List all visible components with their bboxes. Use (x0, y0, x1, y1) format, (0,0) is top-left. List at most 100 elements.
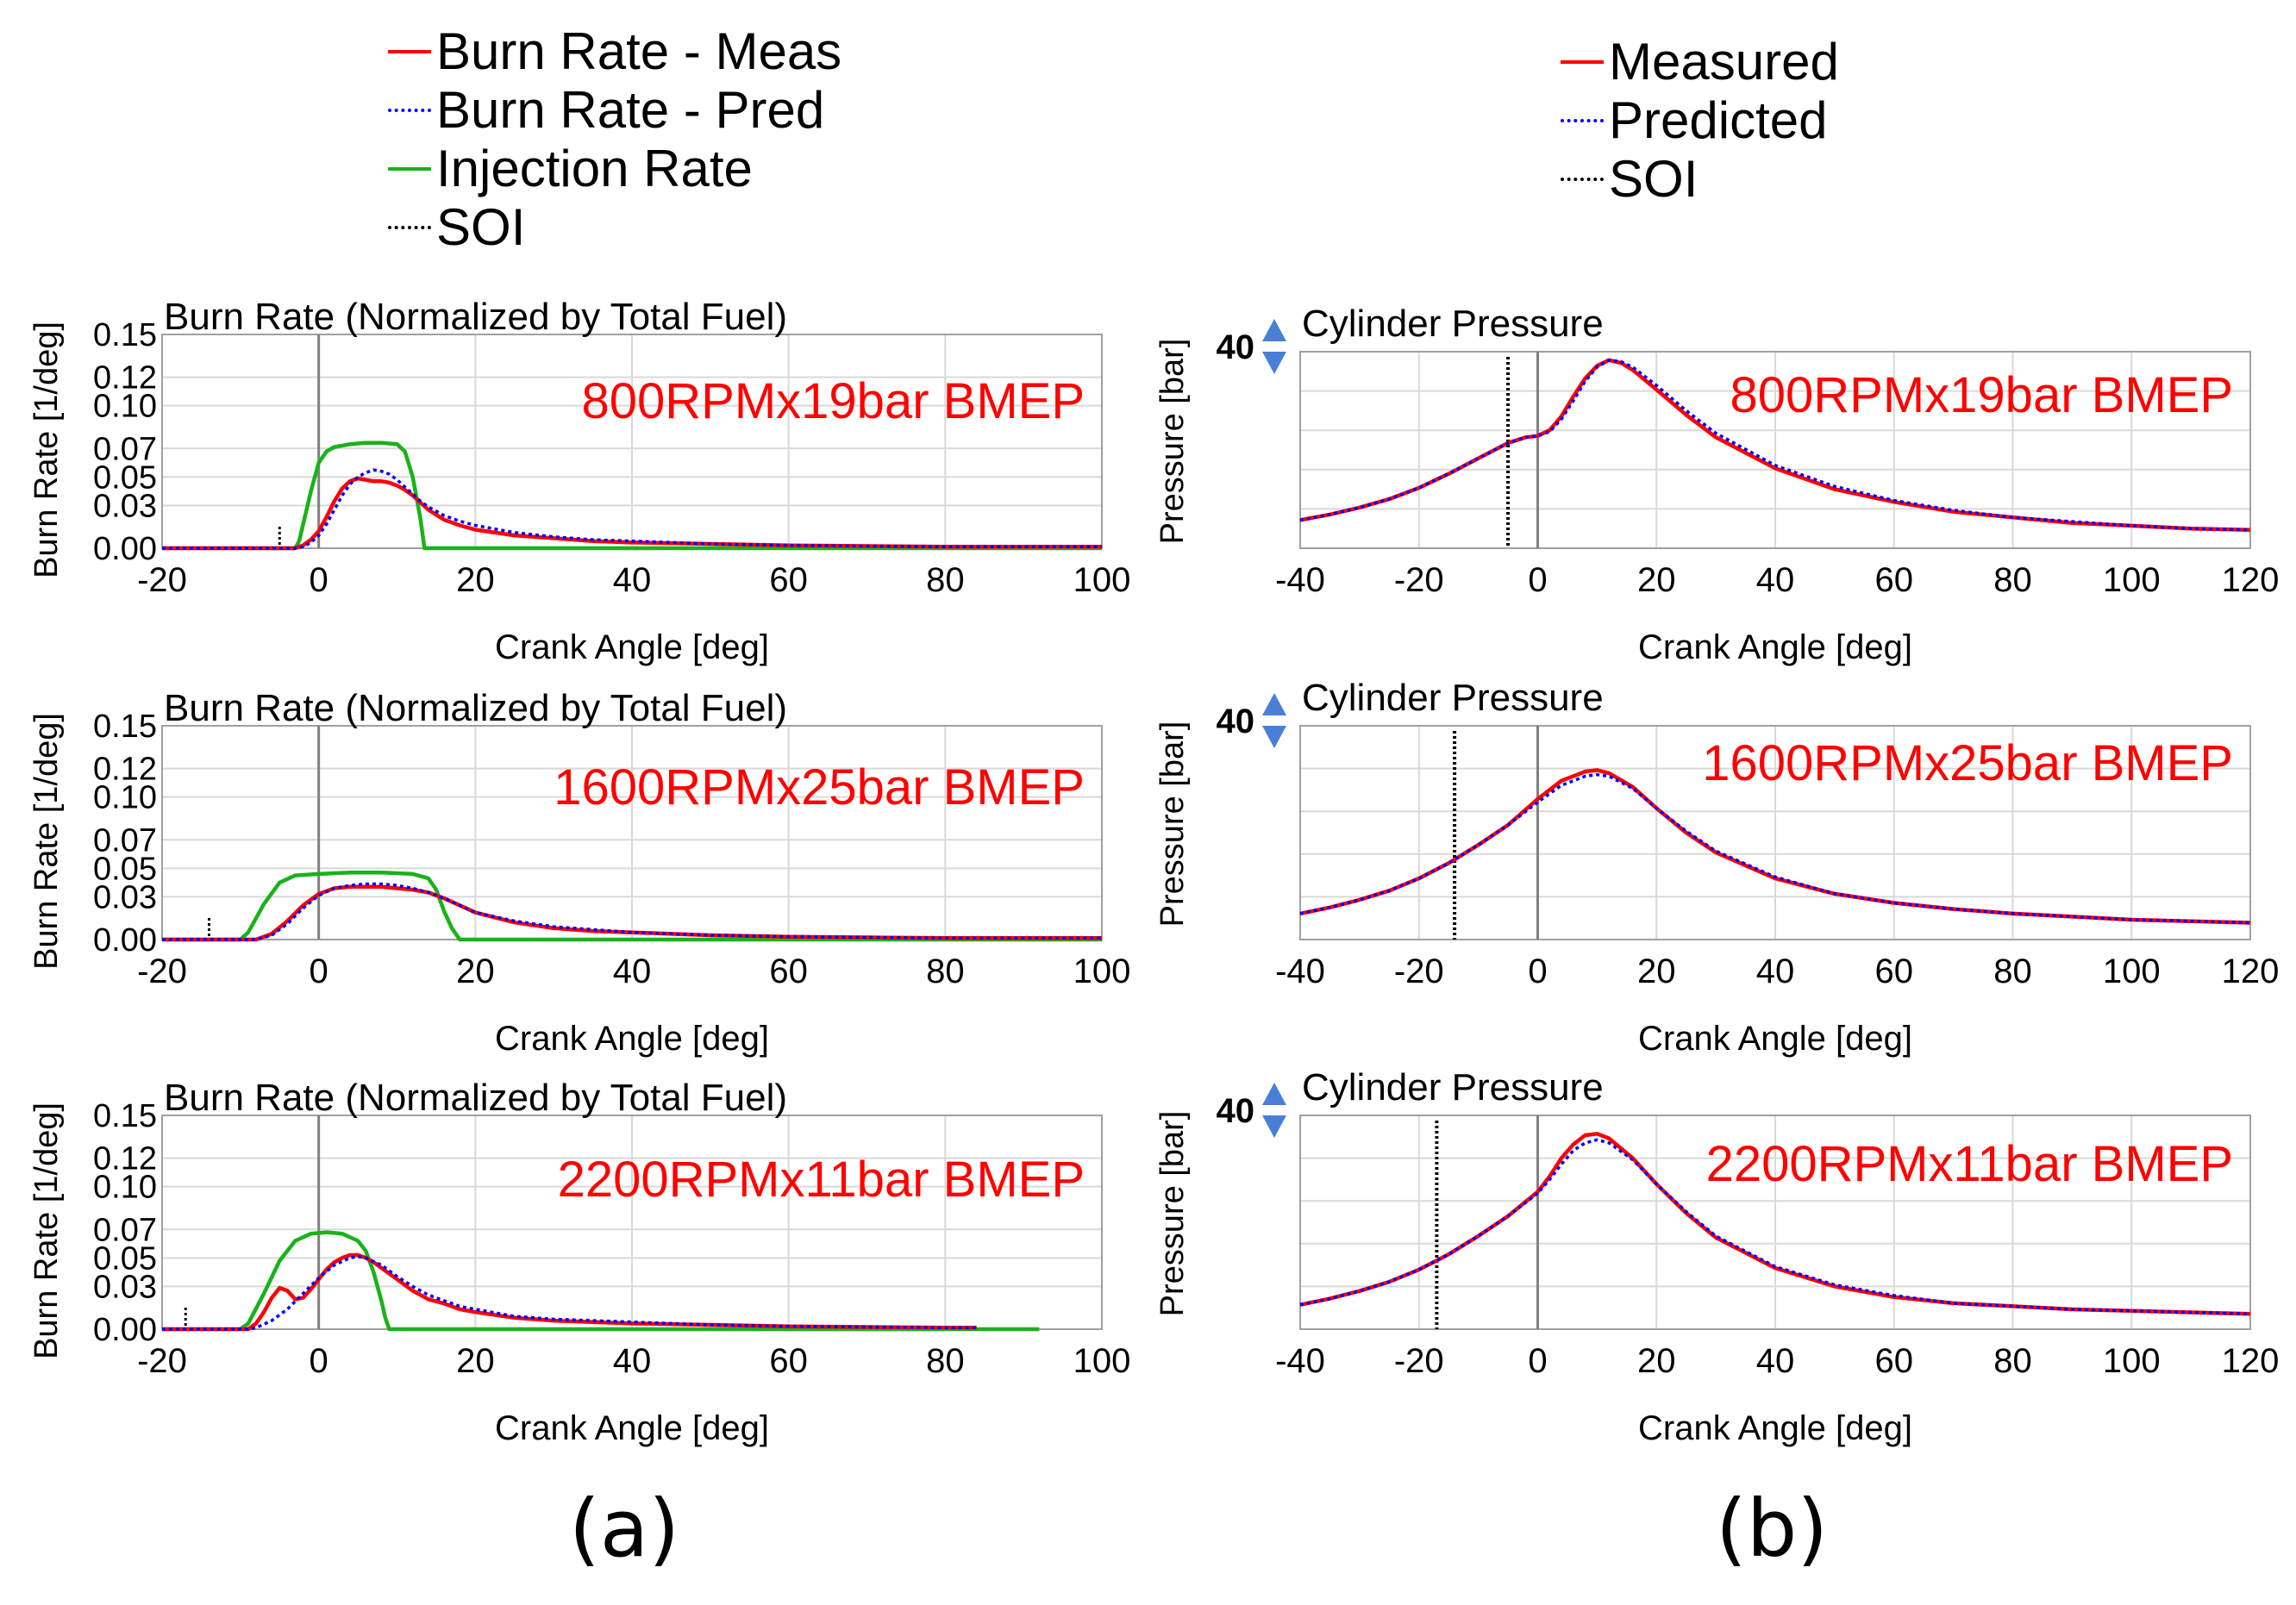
x-tick-label: 40 (613, 1342, 652, 1380)
chart-title: Cylinder Pressure (1302, 303, 1604, 345)
x-tick-label: 100 (2103, 1342, 2161, 1380)
x-tick-label: -20 (1394, 561, 1444, 599)
legend-entry: SOI (388, 198, 841, 257)
x-tick-label: 80 (1993, 952, 2032, 990)
x-tick-label: 100 (1073, 1342, 1131, 1380)
case-label: 800RPMx19bar BMEP (1730, 367, 2233, 423)
legend-swatch (1561, 119, 1604, 122)
legend-label: SOI (436, 198, 526, 256)
y-tick-label: 0.10 (93, 1170, 157, 1206)
y-tick-label: 0.15 (93, 317, 157, 353)
chart-title: Burn Rate (Normalized by Total Fuel) (164, 296, 787, 338)
x-tick-label: 40 (613, 952, 652, 990)
x-tick-label: -20 (1394, 1342, 1444, 1380)
legend-label: Predicted (1609, 91, 1828, 149)
legend-label: Injection Rate (436, 140, 753, 197)
legend-entry: Predicted (1561, 91, 1839, 150)
x-tick-label: 60 (1875, 561, 1914, 599)
y-tick-label: 0.07 (93, 822, 157, 859)
x-tick-label: 0 (1528, 952, 1547, 990)
range-label: 40 (1217, 703, 1255, 740)
range-arrow-down-icon (1262, 1115, 1286, 1138)
case-label: 800RPMx19bar BMEP (582, 373, 1085, 429)
legend-entry: Measured (1561, 33, 1839, 91)
y-tick-label: 0.10 (93, 389, 157, 425)
x-tick-label: -40 (1275, 561, 1325, 599)
chart-title: Cylinder Pressure (1302, 1066, 1604, 1109)
chart-press-1600: -40 -20 0 20 40 60 80 100 120 40 Crank Angle [deg]… (1154, 677, 2279, 1058)
legend-label: Measured (1609, 33, 1839, 91)
x-tick-label: 60 (769, 561, 808, 599)
range-arrow-up-icon (1262, 1083, 1286, 1105)
x-tick-label: 120 (2222, 952, 2280, 990)
x-axis-label: Crank Angle [deg] (495, 1409, 769, 1447)
x-axis-label: Crank Angle [deg] (1638, 1409, 1912, 1447)
legend-entry: Burn Rate - Pred (388, 81, 841, 140)
x-tick-label: 20 (1637, 952, 1676, 990)
x-tick-label: 60 (769, 952, 808, 990)
x-tick-label: 0 (310, 561, 328, 599)
chart-burn-800: -20 0 20 40 60 80 100 0.00 0.030.050.07 0.100.12 0… (28, 296, 1130, 666)
x-tick-label: -40 (1275, 1342, 1325, 1380)
y-tick-label: 0.00 (93, 922, 157, 959)
x-tick-label: 40 (1756, 952, 1795, 990)
legend-label: SOI (1609, 150, 1699, 208)
y-tick-label: 0.10 (93, 780, 157, 816)
series-injection (162, 871, 1102, 942)
y-axis-label: Burn Rate [1/deg] (28, 322, 65, 578)
case-label: 1600RPMx25bar BMEP (1702, 735, 2233, 791)
case-label: 1600RPMx25bar BMEP (554, 759, 1085, 815)
chart-burn-2200: -20 0 20 40 60 80 100 0.00 0.030.050.07 0.100.12 0… (28, 1077, 1130, 1447)
legend-entry: SOI (1561, 150, 1839, 209)
x-tick-label: 60 (1875, 952, 1914, 990)
x-tick-label: -20 (137, 952, 187, 990)
series-predicted (162, 468, 1102, 550)
y-tick-label: 0.15 (93, 709, 157, 745)
y-tick-label: 0.03 (93, 1269, 157, 1305)
legend-swatch (388, 109, 431, 112)
chart-title: Burn Rate (Normalized by Total Fuel) (164, 687, 787, 729)
x-tick-label: 100 (1073, 952, 1131, 990)
range-arrow-up-icon (1262, 319, 1286, 341)
x-axis-label: Crank Angle [deg] (495, 1020, 769, 1058)
y-tick-label: 0.12 (93, 1141, 157, 1177)
x-axis-label: Crank Angle [deg] (1638, 628, 1912, 666)
chart-burn-1600: -20 0 20 40 60 80 100 0.00 0.030.050.07 0.100.12 0… (28, 687, 1130, 1058)
x-tick-label: 80 (1993, 561, 2032, 599)
series-injection (162, 440, 1102, 551)
x-tick-label: 60 (1875, 1342, 1914, 1380)
x-tick-label: 0 (1528, 561, 1547, 599)
y-tick-label: 0.00 (93, 1312, 157, 1348)
legend-swatch (1561, 178, 1604, 181)
panel-label-b: (b) (1716, 1483, 1829, 1575)
x-tick-label: -20 (1394, 952, 1444, 990)
y-tick-label: 0.00 (93, 531, 157, 567)
x-tick-label: 80 (926, 952, 965, 990)
y-axis-label: Pressure [bar] (1154, 721, 1191, 927)
legend-burn-rate: Burn Rate - Meas Burn Rate - Pred Injectio… (388, 22, 841, 257)
plot-frame (1299, 1115, 2251, 1330)
chart-title: Burn Rate (Normalized by Total Fuel) (164, 1077, 787, 1119)
y-tick-label: 0.07 (93, 431, 157, 467)
x-tick-label: 120 (2222, 1342, 2280, 1380)
series-measured (162, 476, 1102, 551)
x-tick-label: 80 (1993, 1342, 2032, 1380)
series-measured (1299, 768, 2251, 925)
range-label: 40 (1217, 328, 1255, 366)
y-tick-label: 0.12 (93, 752, 157, 788)
x-tick-label: 20 (1637, 1342, 1676, 1380)
x-tick-label: 40 (1756, 561, 1795, 599)
chart-press-2200: -40 -20 0 20 40 60 80 100 120 40 Crank Angle [deg]… (1154, 1066, 2279, 1447)
y-tick-label: 0.15 (93, 1098, 157, 1134)
y-axis-label: Pressure [bar] (1154, 339, 1191, 545)
x-axis-label: Crank Angle [deg] (1638, 1020, 1912, 1058)
y-axis-label: Burn Rate [1/deg] (28, 1102, 65, 1359)
x-axis-label: Crank Angle [deg] (495, 628, 769, 666)
y-tick-label: 0.03 (93, 879, 157, 915)
series-predicted (1299, 1138, 2251, 1316)
x-tick-label: 40 (613, 561, 652, 599)
legend-label: Burn Rate - Pred (436, 81, 825, 139)
x-tick-label: -20 (137, 561, 187, 599)
range-label: 40 (1217, 1092, 1255, 1130)
